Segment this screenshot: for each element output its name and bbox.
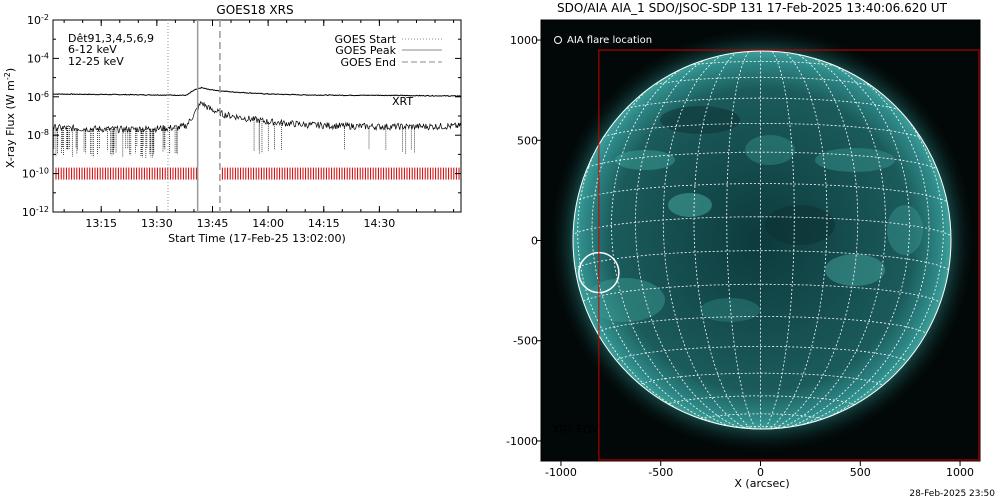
active-region: [745, 135, 795, 165]
footer-timestamp: 28-Feb-2025 23:50: [909, 489, 995, 499]
image-x-axis-label: X (arcsec): [734, 477, 789, 490]
grid-line: [760, 51, 887, 429]
grid-line: [635, 372, 886, 389]
y-tick-base: 10: [22, 206, 36, 219]
image-y-tick-label: 500: [517, 134, 538, 147]
grid-line: [760, 51, 930, 429]
active-region: [700, 298, 760, 322]
y-axis-label: X-ray Flux (W m-2): [3, 68, 17, 168]
y-tick-exponent: -8: [41, 128, 49, 137]
y-tick-exponent: -2: [41, 13, 49, 22]
x-tick-label: 14:00: [252, 217, 284, 230]
image-y-tick-label: 0: [531, 235, 538, 248]
y-tick-label: 10-4: [27, 51, 49, 65]
image-y-tick-label: -1000: [506, 435, 538, 448]
image-title: SDO/AIA AIA_1 SDO/JSOC-SDP 131 17-Feb-20…: [557, 1, 948, 15]
grid-line: [611, 346, 910, 365]
flux-series-layer: [52, 86, 462, 158]
goes-marker-layer: [167, 20, 221, 212]
y-axis-label-close: ): [4, 68, 17, 72]
y-tick-label: 10-8: [27, 128, 49, 142]
legend-label-start: GOES Start: [335, 33, 397, 46]
y-tick-exponent: -6: [41, 90, 49, 99]
solar-limb: [572, 50, 952, 430]
energy-label-6-12: 6-12 keV: [68, 43, 117, 56]
y-tick-base: 10: [27, 91, 41, 104]
detector-label: Dêt91,3,4,5,6,9: [68, 32, 154, 45]
active-region: [887, 205, 923, 255]
y-tick-exponent: -10: [36, 167, 49, 176]
image-x-tick-label: 1000: [946, 466, 974, 479]
y-tick-label: 10-12: [22, 205, 49, 219]
y-tick-base: 10: [27, 52, 41, 65]
detector-labels: Dêt91,3,4,5,6,9 6-12 keV 12-25 keV: [68, 32, 154, 68]
x-axis-label: Start Time (17-Feb-25 13:02:00): [168, 232, 346, 245]
grid-line: [662, 51, 761, 429]
image-x-tick-label: -1000: [545, 466, 577, 479]
y-axis-label-exponent: -2: [3, 72, 12, 80]
x-tick-label: 14:15: [308, 217, 340, 230]
grid-line: [573, 183, 951, 206]
grid-line: [760, 56, 944, 429]
legend: GOES Start GOES Peak GOES End: [335, 33, 442, 69]
image-y-tick-label: 1000: [510, 34, 538, 47]
legend-label-peak: GOES Peak: [335, 44, 396, 57]
aia-image-panel: SDO/AIA AIA_1 SDO/JSOC-SDP 131 17-Feb-20…: [506, 1, 981, 490]
xrt-coverage-band: [55, 167, 460, 180]
x-axis-ticks: 13:15 13:30 13:45 14:00 14:15 14:30: [63, 20, 455, 230]
image-x-ticks: -1000 -500 0 500 1000: [545, 461, 974, 479]
y-tick-label: 10-10: [22, 167, 49, 181]
grid-line: [577, 283, 944, 307]
active-region: [668, 193, 712, 217]
flare-legend-icon: [554, 36, 562, 44]
active-region: [585, 278, 665, 322]
image-x-tick-label: 500: [850, 466, 871, 479]
active-region: [615, 150, 675, 170]
grid-line: [760, 51, 910, 429]
grid-line: [611, 51, 761, 429]
sun-disk: [573, 51, 951, 429]
legend-label-end: GOES End: [340, 56, 396, 69]
y-tick-label: 10-6: [27, 90, 49, 104]
flare-legend-label: AIA flare location: [567, 35, 652, 46]
energy-label-12-25: 12-25 keV: [68, 55, 124, 68]
x-tick-label: 13:15: [85, 217, 117, 230]
image-y-ticks: 1000 500 0 -500 -1000: [506, 34, 541, 448]
active-region: [815, 148, 895, 172]
xrt-label: XRT: [392, 95, 413, 108]
y-tick-base: 10: [27, 129, 41, 142]
y-tick-exponent: -12: [36, 205, 49, 214]
y-tick-label: 10-2: [27, 13, 49, 27]
grid-line: [592, 123, 929, 143]
flux-series-line: [52, 100, 462, 134]
xrt-fov-label: XRT FOV: [552, 423, 599, 436]
image-x-tick-label: 0: [757, 466, 764, 479]
grid-line: [634, 51, 761, 429]
active-regions: [585, 106, 923, 322]
x-tick-label: 14:30: [364, 217, 396, 230]
image-y-tick-label: -500: [513, 335, 538, 348]
y-axis-label-text: X-ray Flux (W m: [4, 80, 17, 168]
grid-line: [760, 51, 828, 429]
active-region: [765, 205, 835, 245]
y-tick-base: 10: [27, 14, 41, 27]
image-x-tick-label: -500: [648, 466, 673, 479]
grid-line: [760, 51, 859, 429]
x-tick-label: 13:45: [197, 217, 229, 230]
y-tick-exponent: -4: [41, 51, 49, 60]
xrt-fov-box: [598, 49, 980, 461]
x-tick-label: 13:30: [141, 217, 173, 230]
grid-line: [693, 51, 761, 429]
chart-title: GOES18 XRS: [216, 3, 293, 17]
active-region: [825, 254, 885, 286]
flux-series-line: [53, 86, 461, 97]
y-tick-base: 10: [22, 168, 36, 181]
active-region: [660, 106, 740, 134]
grid-line: [573, 216, 951, 241]
